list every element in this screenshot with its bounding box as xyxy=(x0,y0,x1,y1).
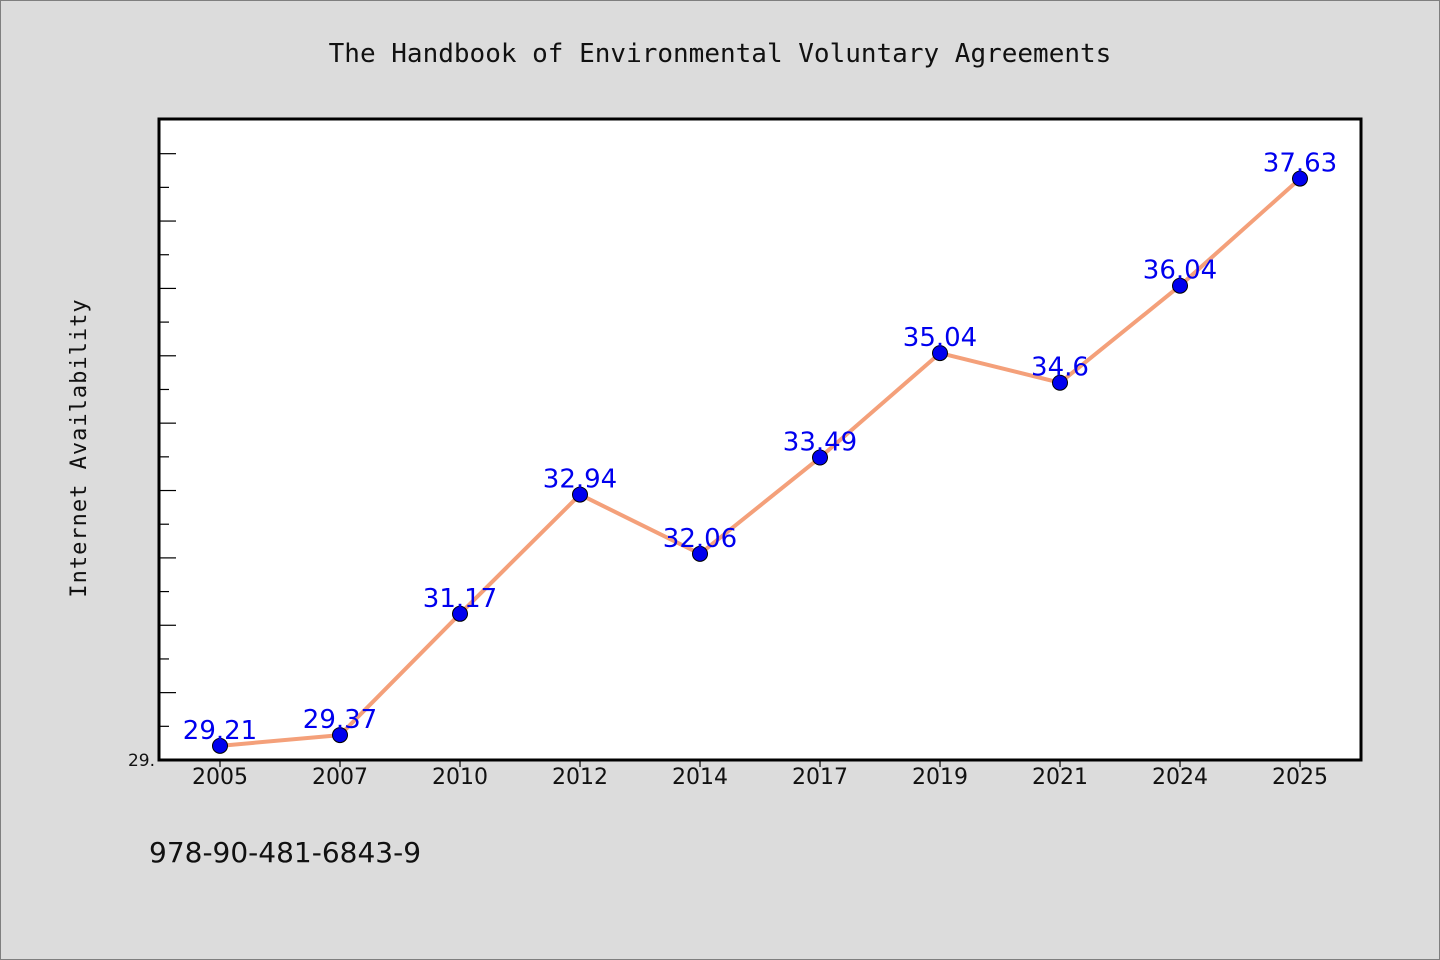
x-axis-ticks: 2005 2007 2010 2012 2014 2017 2019 2021 2024 2025 xyxy=(192,760,1328,790)
x-tick-label: 2012 xyxy=(552,765,608,790)
y-axis-label: Internet Availability xyxy=(67,298,92,597)
y-axis-min-label: 29. xyxy=(128,751,155,771)
data-label: 37.63 xyxy=(1263,149,1337,179)
series-layer: 29.21 29.37 31.17 32.94 32.06 33.49 35.04 34.6 3… xyxy=(183,149,1337,754)
x-tick-label: 2017 xyxy=(792,765,848,790)
data-label: 32.06 xyxy=(663,524,737,554)
plot-area xyxy=(157,117,1363,762)
data-point xyxy=(332,727,348,744)
chart-title: The Handbook of Environmental Voluntary … xyxy=(329,39,1112,69)
data-point xyxy=(1292,170,1308,187)
data-point xyxy=(932,345,948,362)
x-tick-label: 2010 xyxy=(432,765,488,790)
x-tick-label: 2014 xyxy=(672,765,728,790)
data-label: 34.6 xyxy=(1031,353,1089,383)
data-point xyxy=(572,486,588,503)
data-label: 36.04 xyxy=(1143,256,1217,286)
data-point xyxy=(452,605,468,622)
x-tick-label: 2005 xyxy=(192,765,248,790)
data-point xyxy=(692,545,708,562)
data-point xyxy=(812,449,828,466)
data-label: 35.04 xyxy=(903,323,977,353)
series-line xyxy=(218,176,1302,748)
data-point xyxy=(212,737,228,754)
x-tick-label: 2007 xyxy=(312,765,368,790)
x-tick-label: 2024 xyxy=(1152,765,1208,790)
x-tick-label: 2019 xyxy=(912,765,968,790)
data-label: 29.21 xyxy=(183,716,257,746)
x-tick-label: 2025 xyxy=(1272,765,1328,790)
data-point xyxy=(1172,277,1188,294)
data-label: 33.49 xyxy=(783,428,857,458)
data-label: 29.37 xyxy=(303,705,377,735)
data-label: 32.94 xyxy=(543,465,617,495)
data-label: 31.17 xyxy=(423,584,497,614)
x-tick-label: 2021 xyxy=(1032,765,1088,790)
y-axis-ticks xyxy=(160,153,176,727)
isbn-text: 978-90-481-6843-9 xyxy=(149,836,421,869)
data-point xyxy=(1052,374,1068,391)
